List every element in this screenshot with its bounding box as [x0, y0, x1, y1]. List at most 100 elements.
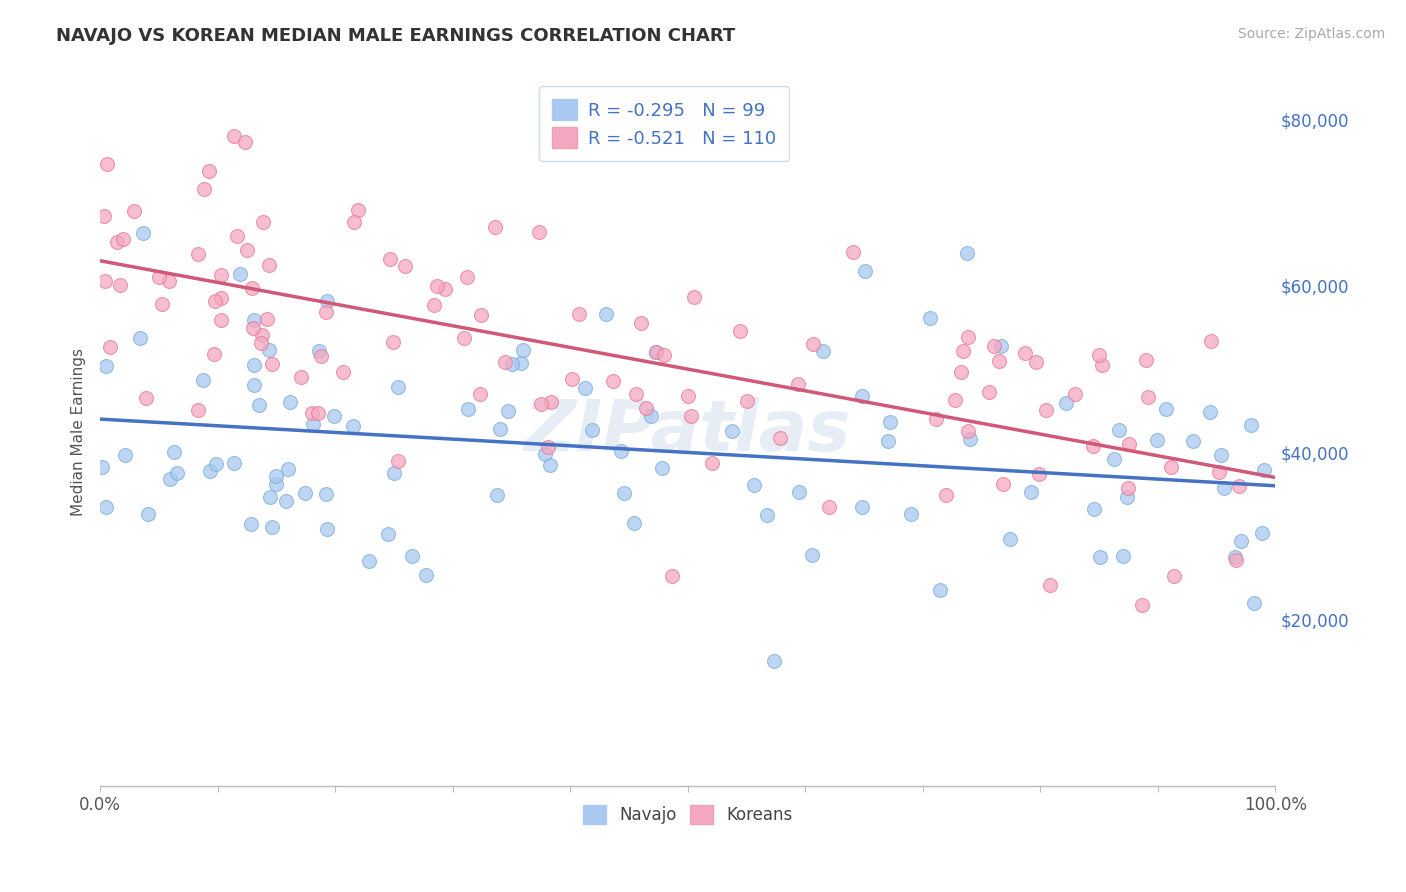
- Point: [470, 308, 492, 322]
- Text: Source: ZipAtlas.com: Source: ZipAtlas.com: [1237, 27, 1385, 41]
- Point: [983, 338, 1005, 352]
- Point: [209, 313, 232, 327]
- Point: [380, 252, 402, 267]
- Point: [290, 369, 312, 384]
- Point: [209, 291, 232, 305]
- Point: [702, 456, 724, 470]
- Point: [236, 243, 259, 257]
- Point: [1227, 478, 1250, 492]
- Point: [484, 220, 506, 235]
- Point: [574, 381, 596, 395]
- Point: [801, 337, 824, 351]
- Point: [1243, 596, 1265, 610]
- Point: [122, 203, 145, 218]
- Point: [651, 461, 673, 475]
- Point: [1102, 452, 1125, 467]
- Point: [242, 313, 264, 327]
- Point: [602, 374, 624, 388]
- Point: [1025, 354, 1047, 368]
- Point: [1039, 578, 1062, 592]
- Point: [94, 274, 117, 288]
- Point: [640, 409, 662, 423]
- Point: [242, 377, 264, 392]
- Point: [1213, 481, 1236, 495]
- Point: [135, 391, 157, 405]
- Point: [1028, 467, 1050, 482]
- Point: [1199, 334, 1222, 348]
- Point: [260, 357, 283, 371]
- Point: [682, 290, 704, 304]
- Point: [581, 423, 603, 437]
- Point: [1135, 352, 1157, 367]
- Point: [900, 507, 922, 521]
- Point: [1136, 390, 1159, 404]
- Point: [315, 293, 337, 308]
- Point: [332, 365, 354, 379]
- Point: [315, 305, 337, 319]
- Text: ZIPatlas: ZIPatlas: [524, 397, 852, 467]
- Point: [568, 307, 591, 321]
- Point: [136, 508, 159, 522]
- Point: [157, 274, 180, 288]
- Point: [1160, 460, 1182, 475]
- Point: [1253, 463, 1275, 477]
- Point: [928, 583, 950, 598]
- Point: [626, 387, 648, 401]
- Point: [1108, 423, 1130, 437]
- Point: [496, 404, 519, 418]
- Point: [1000, 532, 1022, 546]
- Point: [308, 344, 330, 359]
- Point: [800, 548, 823, 562]
- Point: [1054, 396, 1077, 410]
- Point: [225, 228, 247, 243]
- Point: [1014, 346, 1036, 360]
- Point: [98, 340, 121, 354]
- Point: [96, 500, 118, 514]
- Point: [949, 366, 972, 380]
- Point: [204, 294, 226, 309]
- Point: [530, 397, 553, 411]
- Point: [457, 402, 479, 417]
- Point: [652, 348, 675, 362]
- Point: [1146, 433, 1168, 447]
- Point: [538, 458, 561, 473]
- Point: [529, 225, 551, 239]
- Point: [382, 335, 405, 350]
- Point: [728, 324, 751, 338]
- Point: [163, 445, 186, 459]
- Point: [91, 459, 114, 474]
- Point: [187, 246, 209, 260]
- Point: [247, 398, 270, 412]
- Point: [193, 373, 215, 387]
- Point: [1154, 402, 1177, 417]
- Y-axis label: Median Male Earnings: Median Male Earnings: [72, 348, 86, 516]
- Point: [150, 297, 173, 311]
- Point: [357, 554, 380, 568]
- Point: [202, 346, 225, 360]
- Point: [956, 246, 979, 260]
- Point: [1091, 358, 1114, 372]
- Point: [209, 268, 232, 282]
- Point: [501, 358, 523, 372]
- Point: [1240, 418, 1263, 433]
- Point: [935, 488, 957, 502]
- Point: [952, 343, 974, 358]
- Point: [93, 210, 115, 224]
- Point: [1251, 526, 1274, 541]
- Point: [198, 464, 221, 478]
- Point: [468, 387, 491, 401]
- Point: [1182, 434, 1205, 448]
- Point: [294, 485, 316, 500]
- Point: [763, 654, 786, 668]
- Point: [991, 476, 1014, 491]
- Point: [166, 466, 188, 480]
- Point: [1112, 549, 1135, 564]
- Point: [620, 146, 643, 161]
- Point: [315, 487, 337, 501]
- Point: [311, 349, 333, 363]
- Point: [186, 402, 208, 417]
- Point: [534, 447, 557, 461]
- Point: [956, 330, 979, 344]
- Point: [1208, 465, 1230, 479]
- Point: [243, 359, 266, 373]
